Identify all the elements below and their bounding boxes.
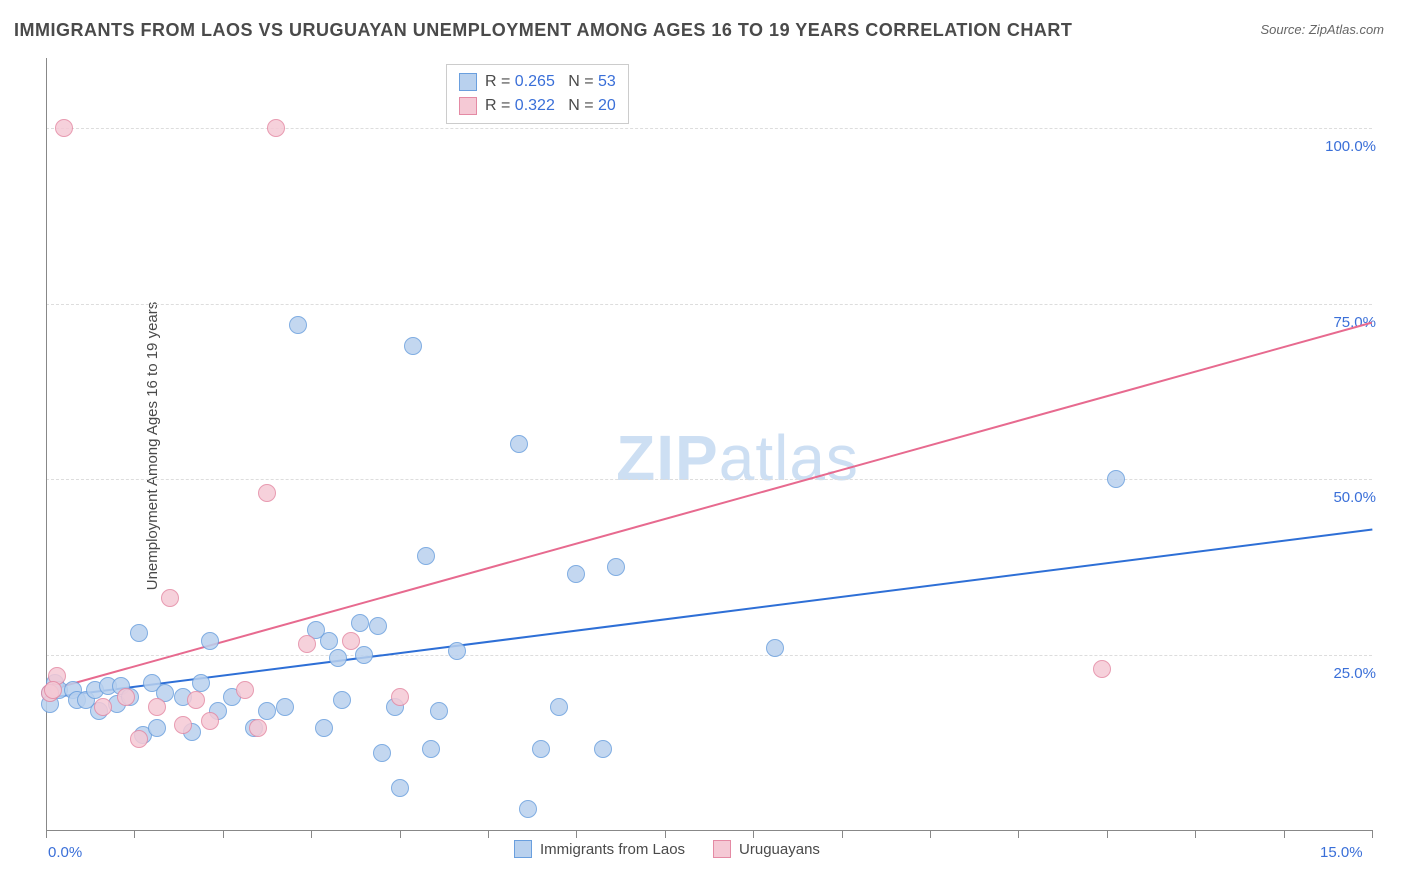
x-max-label: 15.0%: [1320, 844, 1363, 861]
data-point: [448, 642, 466, 660]
data-point: [192, 674, 210, 692]
x-min-label: 0.0%: [48, 844, 82, 861]
watermark: ZIPatlas: [616, 421, 859, 495]
data-point: [94, 698, 112, 716]
chart-container: IMMIGRANTS FROM LAOS VS URUGUAYAN UNEMPL…: [0, 0, 1406, 892]
data-point: [249, 719, 267, 737]
data-point: [130, 624, 148, 642]
y-tick-label: 25.0%: [1306, 665, 1376, 682]
x-tick: [311, 830, 312, 838]
data-point: [607, 558, 625, 576]
legend-item: Uruguayans: [713, 840, 820, 858]
x-tick: [930, 830, 931, 838]
data-point: [567, 565, 585, 583]
legend-row: R = 0.265 N = 53: [459, 70, 616, 94]
data-point: [355, 646, 373, 664]
data-point: [329, 649, 347, 667]
x-tick: [223, 830, 224, 838]
data-point: [44, 681, 62, 699]
data-point: [117, 688, 135, 706]
y-tick-label: 50.0%: [1306, 489, 1376, 506]
data-point: [373, 744, 391, 762]
data-point: [422, 740, 440, 758]
data-point: [550, 698, 568, 716]
y-axis: [46, 58, 47, 830]
legend-swatch: [514, 840, 532, 858]
x-axis: [46, 830, 1372, 831]
x-tick: [842, 830, 843, 838]
data-point: [417, 547, 435, 565]
data-point: [55, 119, 73, 137]
legend-label: Uruguayans: [739, 841, 820, 858]
data-point: [766, 639, 784, 657]
x-tick: [576, 830, 577, 838]
data-point: [201, 712, 219, 730]
x-tick: [46, 830, 47, 838]
x-tick: [1195, 830, 1196, 838]
data-point: [148, 698, 166, 716]
legend-swatch: [459, 97, 477, 115]
gridline: [46, 304, 1372, 305]
data-point: [594, 740, 612, 758]
data-point: [298, 635, 316, 653]
gridline: [46, 655, 1372, 656]
data-point: [351, 614, 369, 632]
data-point: [342, 632, 360, 650]
correlation-legend: R = 0.265 N = 53 R = 0.322 N = 20: [446, 64, 629, 124]
data-point: [201, 632, 219, 650]
legend-item: Immigrants from Laos: [514, 840, 685, 858]
x-tick: [488, 830, 489, 838]
data-point: [333, 691, 351, 709]
gridline: [46, 479, 1372, 480]
plot-area: ZIPatlas 25.0%50.0%75.0%100.0%0.0%15.0%: [46, 58, 1372, 830]
x-tick: [1372, 830, 1373, 838]
data-point: [148, 719, 166, 737]
data-point: [519, 800, 537, 818]
legend-swatch: [713, 840, 731, 858]
data-point: [258, 702, 276, 720]
legend-swatch: [459, 73, 477, 91]
gridline: [46, 128, 1372, 129]
data-point: [510, 435, 528, 453]
x-tick: [400, 830, 401, 838]
series-legend: Immigrants from Laos Uruguayans: [514, 840, 820, 858]
data-point: [130, 730, 148, 748]
legend-row: R = 0.322 N = 20: [459, 94, 616, 118]
x-tick: [1107, 830, 1108, 838]
data-point: [267, 119, 285, 137]
chart-title: IMMIGRANTS FROM LAOS VS URUGUAYAN UNEMPL…: [14, 20, 1072, 41]
data-point: [315, 719, 333, 737]
data-point: [430, 702, 448, 720]
data-point: [258, 484, 276, 502]
data-point: [369, 617, 387, 635]
data-point: [391, 779, 409, 797]
data-point: [391, 688, 409, 706]
data-point: [532, 740, 550, 758]
legend-label: Immigrants from Laos: [540, 841, 685, 858]
trend-line: [46, 528, 1372, 698]
y-tick-label: 100.0%: [1306, 138, 1376, 155]
source-attribution: Source: ZipAtlas.com: [1260, 22, 1384, 37]
data-point: [187, 691, 205, 709]
data-point: [404, 337, 422, 355]
data-point: [276, 698, 294, 716]
data-point: [320, 632, 338, 650]
x-tick: [134, 830, 135, 838]
data-point: [174, 716, 192, 734]
legend-stats: R = 0.322 N = 20: [485, 97, 616, 115]
x-tick: [1284, 830, 1285, 838]
data-point: [161, 589, 179, 607]
data-point: [1107, 470, 1125, 488]
data-point: [236, 681, 254, 699]
data-point: [1093, 660, 1111, 678]
x-tick: [1018, 830, 1019, 838]
legend-stats: R = 0.265 N = 53: [485, 73, 616, 91]
trend-line: [46, 321, 1373, 691]
x-tick: [753, 830, 754, 838]
data-point: [289, 316, 307, 334]
x-tick: [665, 830, 666, 838]
